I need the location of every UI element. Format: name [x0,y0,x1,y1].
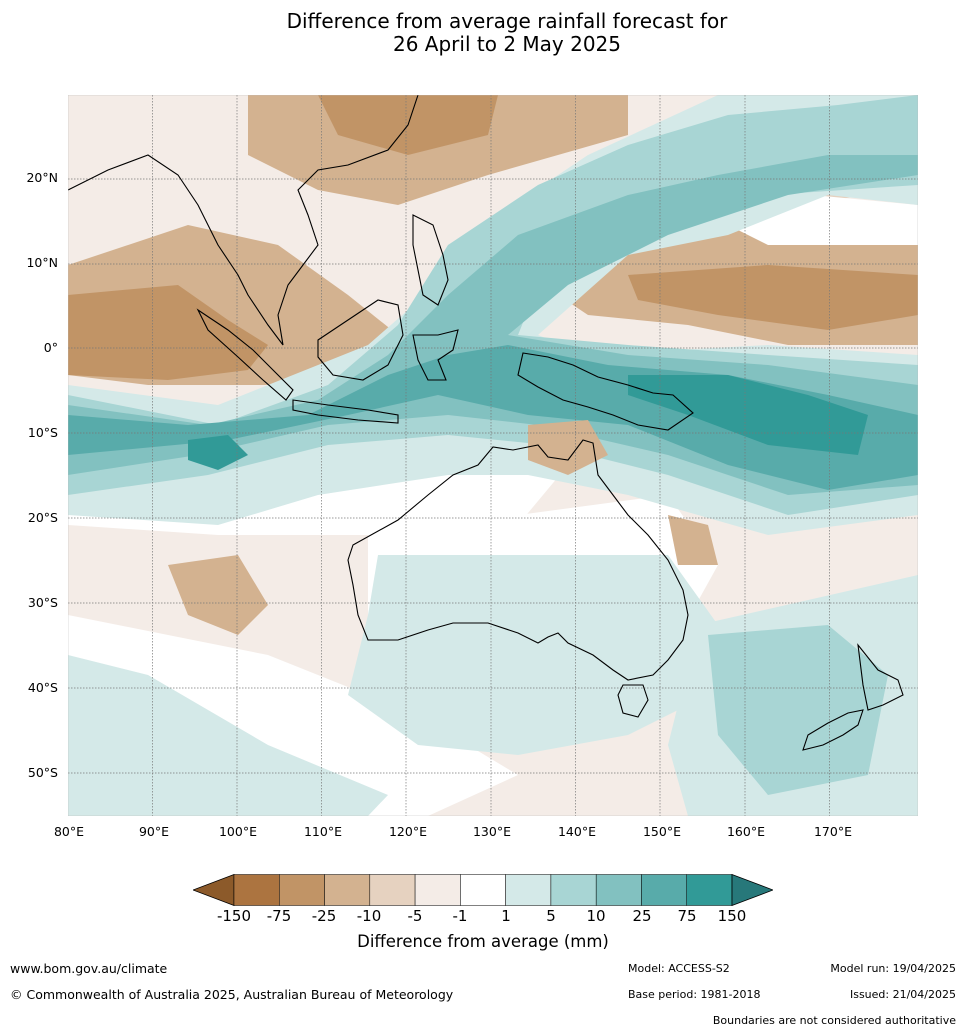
legend-tick: 1 [501,907,511,925]
legend-swatch [279,874,325,906]
lon-label-170e: 170°E [813,824,852,839]
coast-java [292,399,399,424]
coastlines [68,95,904,751]
legend-tick: -1 [452,907,468,925]
lon-label-90e: 90°E [138,824,170,839]
website-link[interactable]: www.bom.gov.au/climate [10,961,168,976]
model-run-date: Model run: 19/04/2025 [830,962,956,975]
wet-band-peak-east [628,375,868,455]
coast-borneo [317,299,404,381]
lon-label-130e: 130°E [472,824,511,839]
legend-arrow-low [193,874,235,906]
legend-swatch [595,874,642,906]
legend-swatches [193,874,773,906]
lon-label-100e: 100°E [218,824,257,839]
copyright-text: © Commonwealth of Australia 2025, Austra… [10,987,454,1002]
lon-label-150e: 150°E [642,824,681,839]
wet-region-southern-ocean [68,655,388,816]
legend-swatch [550,874,597,906]
legend-tick: -10 [356,907,382,925]
boundary-disclaimer: Boundaries are not considered authoritat… [712,1014,956,1027]
lon-label-160e: 160°E [726,824,765,839]
legend-title: Difference from average (mm) [357,932,609,951]
issued-date: Issued: 21/04/2025 [849,988,956,1001]
legend-tick: -75 [266,907,292,925]
legend-tick: -25 [311,907,337,925]
coast-tasmania [617,684,649,718]
legend-tick: 10 [586,907,606,925]
legend-tick: 5 [546,907,556,925]
title-line-2: 26 April to 2 May 2025 [393,32,621,56]
lat-label-50s: 50°S [27,765,58,780]
lat-label-20n: 20°N [26,170,58,185]
legend-swatch [414,874,461,906]
legend-swatch [641,874,687,906]
title-line-1: Difference from average rainfall forecas… [286,9,728,33]
lon-label-120e: 120°E [388,824,427,839]
coast-sulawesi [412,329,459,381]
legend-tick: 75 [677,907,697,925]
legend-tick: 25 [632,907,652,925]
lon-label-140e: 140°E [557,824,596,839]
legend-swatch [369,874,416,906]
lat-label-40s: 40°S [27,680,58,695]
base-period: Base period: 1981-2018 [628,988,761,1001]
coast-new-zealand-south [802,709,864,751]
legend-tick: -5 [407,907,423,925]
coast-asia-mainland [68,95,419,346]
lat-label-10n: 10°N [26,255,58,270]
model-name: Model: ACCESS-S2 [628,962,730,975]
coast-philippines [412,214,449,306]
lat-label-0: 0° [43,340,58,355]
lon-label-110e: 110°E [303,824,342,839]
legend-tick: 150 [717,907,747,925]
coast-sumatra [196,308,294,401]
dry-region-indian-ocean-core [68,285,268,380]
coast-new-guinea [517,352,694,431]
wet-band-peak-indian [188,435,248,470]
gridlines [68,95,918,816]
dry-spot-arafura [528,420,608,475]
legend-swatch [505,874,552,906]
wet-region-south-australia [348,555,718,755]
legend-swatch [233,874,280,906]
dry-region-pacific-core [628,265,918,330]
lat-label-10s: 10°S [27,425,58,440]
chart-title: Difference from average rainfall forecas… [0,10,965,56]
legend-colorbar [193,874,773,906]
dry-spot-indian-ocean [168,555,268,635]
legend-tick: -150 [216,907,252,925]
wet-region-tasman-mid [708,625,888,795]
legend-swatch [686,874,733,906]
dry-spot-coral-sea [668,515,718,565]
rainfall-map [68,95,918,816]
lon-label-80e: 80°E [53,824,85,839]
coast-australia [347,439,689,681]
lat-label-30s: 30°S [27,595,58,610]
legend-swatch [324,874,371,906]
legend-arrow-high [731,874,773,906]
lat-label-20s: 20°S [27,510,58,525]
legend-swatch [460,874,506,906]
coast-new-zealand-north [857,643,904,711]
